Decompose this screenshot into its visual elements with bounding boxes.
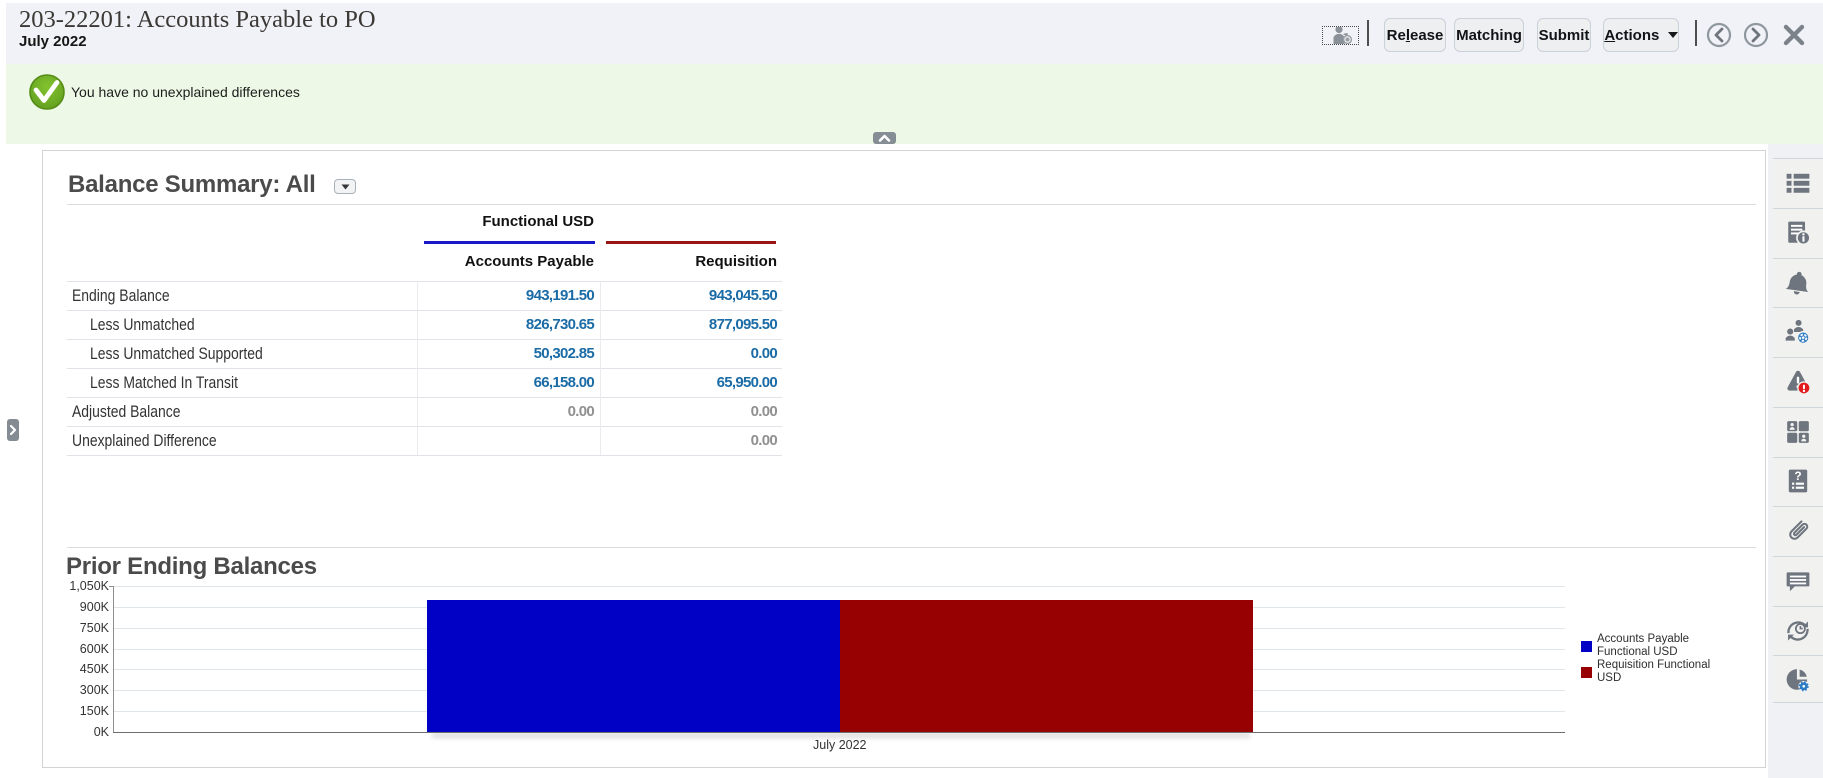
svg-text:?: ? xyxy=(1794,469,1801,483)
